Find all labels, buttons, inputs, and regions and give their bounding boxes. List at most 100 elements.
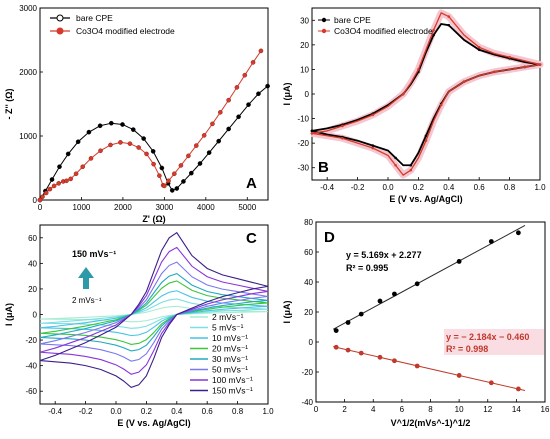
data-point bbox=[51, 183, 57, 189]
x-tick-label: 0.4 bbox=[171, 407, 183, 416]
legend-label: 100 mVs⁻¹ bbox=[212, 375, 253, 385]
legend-label: 10 mVs⁻¹ bbox=[212, 333, 248, 343]
data-point bbox=[159, 165, 165, 171]
x-tick-label: -0.4 bbox=[48, 407, 62, 416]
data-point bbox=[197, 161, 203, 166]
data-point bbox=[477, 46, 481, 49]
data-point bbox=[144, 151, 149, 157]
legend-label: 5 mVs⁻¹ bbox=[212, 323, 244, 333]
data-point bbox=[49, 177, 55, 182]
data-point bbox=[345, 347, 351, 353]
data-point bbox=[186, 153, 191, 159]
data-point bbox=[456, 259, 462, 264]
x-tick-label: 0.4 bbox=[443, 183, 455, 192]
data-point bbox=[37, 197, 43, 203]
data-point bbox=[310, 132, 314, 135]
data-point bbox=[488, 380, 494, 386]
x-tick-label: 10 bbox=[455, 405, 464, 414]
data-point bbox=[40, 194, 45, 200]
y-tick-label: -60 bbox=[25, 387, 37, 396]
x-axis-label: E (V vs. Ag/AgCl) bbox=[389, 194, 462, 204]
data-point bbox=[358, 311, 364, 317]
x-tick-label: 0.8 bbox=[504, 183, 516, 192]
y-tick-label: 0 bbox=[309, 338, 314, 347]
y-tick-label: 30 bbox=[300, 16, 309, 25]
y-tick-label: 20 bbox=[28, 285, 37, 294]
data-point bbox=[120, 122, 125, 127]
data-point bbox=[108, 142, 113, 148]
annotation-high: 150 mVs⁻¹ bbox=[72, 249, 116, 259]
data-point bbox=[414, 363, 420, 369]
data-point bbox=[181, 179, 186, 184]
data-point bbox=[97, 123, 103, 129]
data-point bbox=[401, 92, 405, 96]
data-point bbox=[189, 170, 194, 176]
data-point bbox=[193, 143, 199, 148]
data-point bbox=[234, 85, 240, 90]
x-tick-label: 8 bbox=[428, 405, 433, 414]
legend-label: bare CPE bbox=[76, 13, 113, 23]
data-point bbox=[456, 373, 462, 378]
data-point bbox=[447, 23, 451, 27]
x-tick-label: 12 bbox=[483, 405, 492, 414]
data-point bbox=[206, 150, 212, 155]
data-point bbox=[371, 113, 375, 117]
x-axis-label: E (V vs. Ag/AgCl) bbox=[117, 418, 190, 428]
panel-letter: B bbox=[318, 159, 329, 176]
y-tick-label: -40 bbox=[25, 362, 37, 371]
series-line-bare bbox=[39, 85, 268, 201]
legend-label: Co3O4 modified electrode bbox=[76, 26, 175, 36]
y-tick-label: 40 bbox=[304, 278, 313, 287]
data-point bbox=[218, 110, 223, 115]
y-tick-label: -20 bbox=[297, 139, 309, 148]
series-glow bbox=[311, 9, 544, 179]
data-point bbox=[477, 48, 481, 52]
data-point bbox=[333, 344, 339, 350]
x-tick-label: 2000 bbox=[114, 203, 132, 212]
data-point bbox=[310, 129, 314, 133]
arrow-shaft bbox=[83, 277, 89, 289]
data-point bbox=[73, 171, 79, 177]
data-point bbox=[151, 161, 156, 167]
y-axis-label: I (μA) bbox=[282, 300, 292, 323]
data-point bbox=[127, 141, 133, 146]
data-point bbox=[432, 28, 435, 32]
data-point bbox=[80, 164, 85, 170]
data-point bbox=[136, 145, 141, 150]
panel-letter: D bbox=[324, 229, 335, 246]
data-point bbox=[377, 354, 383, 360]
x-tick-label: 6 bbox=[400, 405, 405, 414]
data-point bbox=[174, 186, 180, 191]
y-tick-label: 60 bbox=[28, 234, 37, 243]
panel-B: -0.4 -0.2 0.0 0.2 0.4 0.6 0.8 1.0 -30 -20 -10 0 10 20… bbox=[282, 7, 546, 204]
data-point bbox=[424, 139, 428, 142]
x-tick-label: 4 bbox=[371, 405, 376, 414]
data-point bbox=[258, 48, 264, 54]
data-point bbox=[392, 358, 397, 364]
y-tick-label: 2000 bbox=[19, 68, 37, 77]
data-point bbox=[56, 181, 61, 186]
y-tick-label: -40 bbox=[301, 398, 313, 407]
data-point bbox=[394, 156, 397, 160]
data-point bbox=[157, 173, 162, 178]
y-tick-label: 10 bbox=[300, 65, 309, 74]
data-point bbox=[265, 83, 270, 89]
data-point bbox=[409, 168, 413, 172]
y-tick-label: 20 bbox=[304, 308, 313, 317]
data-point bbox=[109, 120, 114, 126]
data-point bbox=[358, 350, 364, 356]
y-tick-label: 40 bbox=[28, 259, 37, 268]
x-tick-label: 3000 bbox=[155, 203, 173, 212]
x-tick-label: -0.2 bbox=[79, 407, 93, 416]
legend-label: 50 mVs⁻¹ bbox=[212, 365, 248, 375]
y-tick-label: -20 bbox=[301, 368, 313, 377]
data-point bbox=[68, 176, 73, 182]
equation-highlight bbox=[444, 329, 544, 355]
legend-label: 20 mVs⁻¹ bbox=[212, 344, 248, 354]
data-point bbox=[392, 291, 397, 297]
data-point bbox=[341, 124, 344, 128]
series-line-co3o4 bbox=[311, 12, 541, 176]
legend-marker bbox=[56, 14, 64, 22]
data-point bbox=[538, 63, 542, 66]
legend-marker bbox=[56, 27, 64, 35]
